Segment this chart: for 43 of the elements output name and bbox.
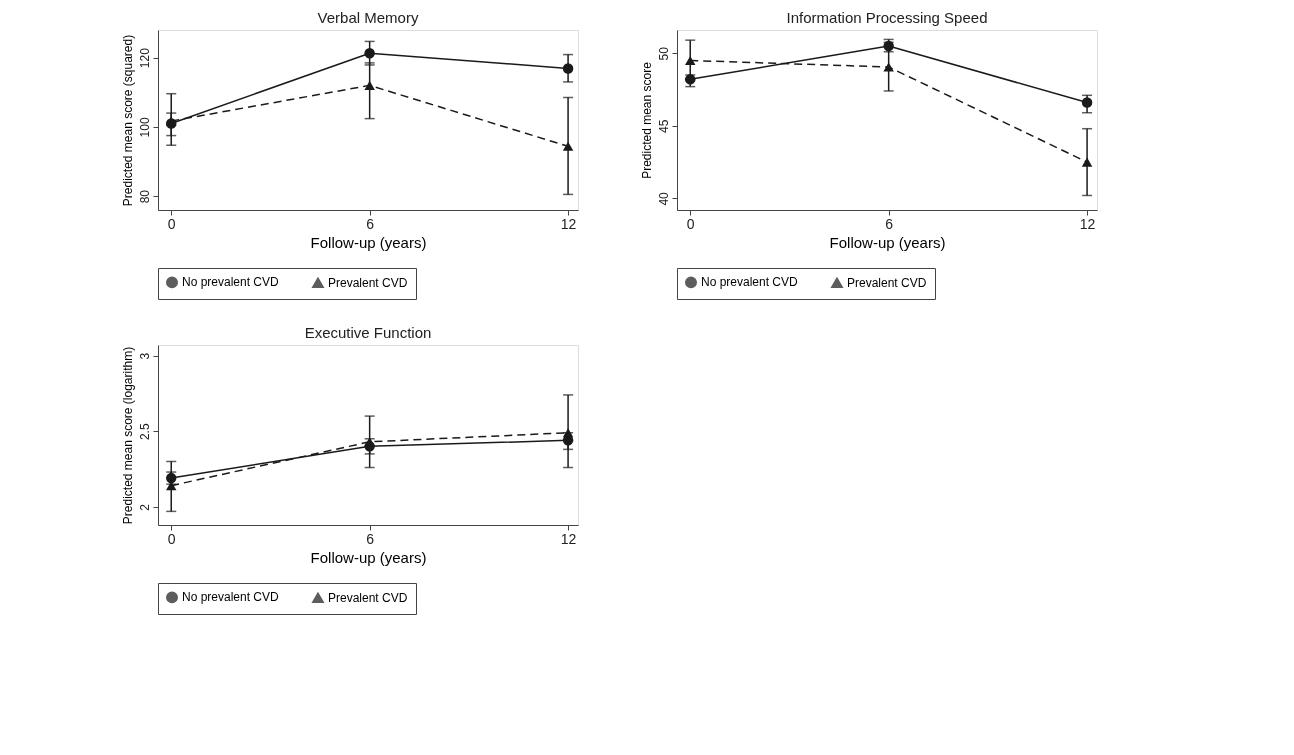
x-tick-label: 6 [366, 530, 375, 547]
y-tick-label: 80 [137, 189, 152, 204]
chart-title: Executive Function [304, 324, 432, 341]
point [1081, 97, 1093, 108]
y-tick-label: 40 [656, 191, 671, 206]
chart-title: Information Processing Speed [786, 9, 988, 26]
y-tick-label: 120 [137, 47, 152, 69]
point [364, 437, 375, 447]
x-tick-label: 12 [560, 215, 577, 232]
point [364, 80, 375, 90]
point [364, 47, 375, 59]
x-tick-label: 0 [686, 215, 695, 232]
x-axis-title: Follow-up (years) [829, 233, 946, 251]
x-axis-title: Follow-up (years) [310, 233, 427, 251]
y-tick-label: 100 [137, 117, 152, 138]
x-tick-label: 6 [885, 215, 894, 232]
point [1081, 157, 1093, 167]
point [562, 428, 574, 438]
point [562, 63, 574, 74]
y-axis-title: Predicted mean score (squared) [120, 34, 135, 207]
point [684, 55, 696, 66]
y-tick-label: 45 [656, 119, 671, 133]
y-tick-label: 2.5 [137, 423, 152, 441]
x-tick-label: 0 [167, 215, 176, 232]
point [562, 141, 574, 151]
x-tick-label: 12 [1079, 215, 1096, 232]
y-tick-label: 3 [137, 352, 152, 360]
y-tick-label: 50 [656, 46, 671, 61]
legend-label: Prevalent CVD [847, 275, 927, 290]
x-tick-label: 12 [560, 530, 577, 547]
legend-label: No prevalent CVD [701, 275, 799, 290]
y-tick-label: 2 [137, 503, 152, 511]
legend-label: No prevalent CVD [182, 590, 280, 605]
point [883, 62, 894, 72]
legend-label: No prevalent CVD [182, 275, 280, 290]
x-tick-label: 0 [167, 530, 176, 547]
y-axis-title: Predicted mean score [639, 61, 654, 179]
legend-label: Prevalent CVD [328, 590, 408, 605]
x-axis-title: Follow-up (years) [310, 548, 427, 566]
chart-title: Verbal Memory [317, 9, 419, 26]
legend-label: Prevalent CVD [328, 275, 408, 290]
x-tick-label: 6 [366, 215, 375, 232]
y-axis-title: Predicted mean score (logarithm) [120, 346, 135, 525]
